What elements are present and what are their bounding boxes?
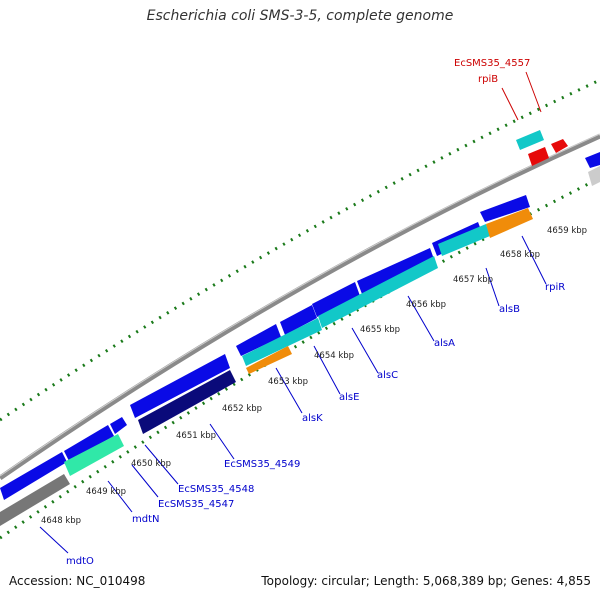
gene-arrow[interactable] bbox=[246, 346, 292, 374]
gene-label[interactable]: EcSMS35_4548 bbox=[178, 484, 254, 495]
gene-label[interactable]: alsK bbox=[302, 413, 323, 424]
gene-arrow[interactable] bbox=[528, 147, 549, 166]
label-connectors bbox=[39, 71, 547, 554]
gene-label[interactable]: mdtO bbox=[66, 556, 94, 567]
gene-arrow[interactable] bbox=[64, 425, 114, 461]
gene-features bbox=[0, 130, 600, 526]
gene-arrow[interactable] bbox=[64, 434, 124, 476]
gene-label[interactable]: rpiR bbox=[545, 282, 565, 293]
kbp-label: 4651 kbp bbox=[176, 431, 216, 441]
gene-label[interactable]: alsE bbox=[339, 392, 359, 403]
kbp-label: 4656 kbp bbox=[406, 300, 446, 310]
gene-label[interactable]: EcSMS35_4557 bbox=[454, 58, 530, 69]
gene-arrow[interactable] bbox=[130, 354, 230, 418]
kbp-label: 4654 kbp bbox=[314, 351, 354, 361]
gene-arrow[interactable] bbox=[588, 166, 600, 186]
gene-arrow[interactable] bbox=[585, 152, 600, 168]
gene-label[interactable]: EcSMS35_4547 bbox=[158, 499, 234, 510]
gene-label[interactable]: alsB bbox=[499, 304, 520, 315]
kbp-label: 4657 kbp bbox=[453, 275, 493, 285]
gene-arrow[interactable] bbox=[242, 318, 322, 366]
gene-arrow[interactable] bbox=[318, 256, 438, 328]
kbp-label: 4658 kbp bbox=[500, 250, 540, 260]
gene-arrow[interactable] bbox=[357, 248, 435, 294]
genome-summary-text: Topology: circular; Length: 5,068,389 bp… bbox=[261, 574, 591, 588]
gene-arrow[interactable] bbox=[516, 130, 544, 150]
kbp-label: 4650 kbp bbox=[131, 459, 171, 469]
kbp-label: 4648 kbp bbox=[41, 516, 81, 526]
gene-arrow[interactable] bbox=[236, 324, 281, 356]
gene-label[interactable]: mdtN bbox=[132, 514, 160, 525]
gene-arrow[interactable] bbox=[0, 474, 70, 526]
kbp-label: 4659 kbp bbox=[547, 226, 587, 236]
kbp-label: 4652 kbp bbox=[222, 404, 262, 414]
kbp-label: 4655 kbp bbox=[360, 325, 400, 335]
gene-arrow[interactable] bbox=[280, 305, 317, 335]
gene-arrow[interactable] bbox=[138, 370, 236, 434]
map-title: Escherichia coli SMS-3-5, complete genom… bbox=[146, 8, 454, 24]
kbp-label: 4653 kbp bbox=[268, 377, 308, 387]
gene-label[interactable]: alsA bbox=[434, 338, 455, 349]
outer-dotted-ring bbox=[0, 78, 600, 422]
gene-name-labels: mdtO mdtN EcSMS35_4547 EcSMS35_4548 EcSM… bbox=[66, 58, 565, 567]
gene-arrow[interactable] bbox=[438, 224, 490, 256]
accession-text: Accession: NC_010498 bbox=[9, 574, 146, 588]
gene-label[interactable]: alsC bbox=[377, 370, 398, 381]
backbone-arc bbox=[0, 133, 600, 481]
gene-arrow[interactable] bbox=[551, 139, 568, 153]
kbp-label: 4649 kbp bbox=[86, 487, 126, 497]
gene-label[interactable]: EcSMS35_4549 bbox=[224, 459, 300, 470]
inner-ruler-ring bbox=[0, 176, 600, 540]
gene-arrow[interactable] bbox=[486, 208, 533, 238]
backbone-arc-highlight bbox=[0, 133, 600, 477]
gene-arrow[interactable] bbox=[110, 417, 127, 434]
gene-arrow[interactable] bbox=[480, 195, 530, 222]
gene-label[interactable]: rpiB bbox=[478, 74, 498, 85]
gene-arrow[interactable] bbox=[312, 282, 360, 317]
kbp-axis-labels: 4648 kbp 4649 kbp 4650 kbp 4651 kbp 4652… bbox=[41, 226, 587, 526]
gene-arrow[interactable] bbox=[0, 452, 67, 500]
